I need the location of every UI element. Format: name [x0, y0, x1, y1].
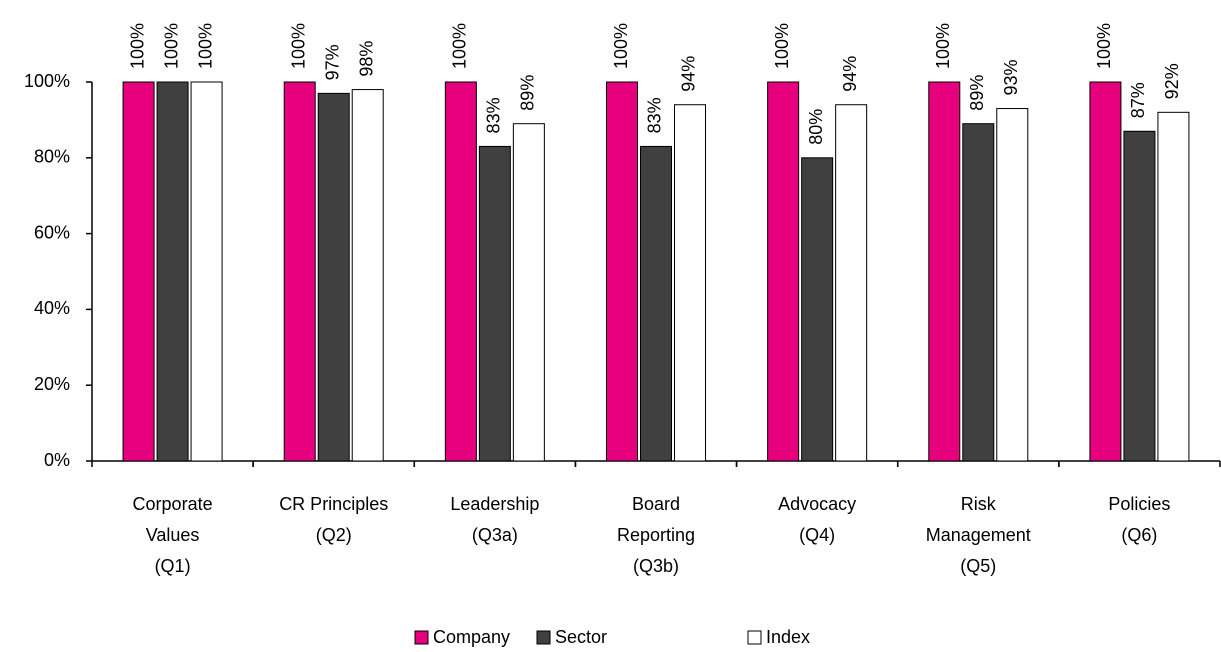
- legend-swatch: [536, 630, 551, 645]
- value-label: 100%: [1094, 23, 1114, 69]
- legend-label: Index: [766, 627, 810, 647]
- x-tick-label: Risk: [961, 494, 997, 514]
- bar: [1157, 111, 1190, 462]
- bar: [606, 81, 638, 462]
- value-label: 100%: [933, 23, 953, 69]
- y-tick-label: 0%: [44, 450, 70, 470]
- bar: [478, 145, 511, 462]
- value-label: 98%: [356, 41, 376, 77]
- bar: [674, 104, 706, 462]
- value-label: 100%: [450, 23, 470, 69]
- bar: [801, 157, 834, 462]
- x-tick-label: Advocacy: [778, 494, 856, 514]
- value-label: 100%: [161, 23, 181, 69]
- value-label: 94%: [840, 56, 860, 92]
- x-tick-label: (Q6): [1121, 525, 1157, 545]
- value-label: 100%: [195, 23, 215, 69]
- value-label: 89%: [967, 75, 987, 111]
- value-label: 87%: [1128, 82, 1148, 118]
- x-tick-label: (Q1): [155, 556, 191, 576]
- x-tick-label: CR Principles: [279, 494, 388, 514]
- x-tick-label: Leadership: [450, 494, 539, 514]
- bar: [444, 81, 477, 462]
- value-label: 92%: [1162, 63, 1182, 99]
- y-tick-label: 40%: [34, 298, 70, 318]
- bar: [928, 81, 961, 462]
- x-tick-label: (Q3b): [633, 556, 679, 576]
- value-label: 89%: [518, 75, 538, 111]
- legend-label: Company: [433, 627, 510, 647]
- x-tick-label: Board: [632, 494, 680, 514]
- x-tick-label: (Q2): [316, 525, 352, 545]
- value-label: 100%: [772, 23, 792, 69]
- x-tick-label: Corporate: [133, 494, 213, 514]
- bar: [1089, 81, 1122, 462]
- y-tick-label: 100%: [24, 71, 70, 91]
- x-tick-label: (Q5): [960, 556, 996, 576]
- y-tick-label: 20%: [34, 374, 70, 394]
- x-tick-label: Management: [926, 525, 1031, 545]
- x-tick-label: Policies: [1108, 494, 1170, 514]
- bar: [317, 92, 350, 462]
- legend-label: Sector: [555, 627, 607, 647]
- x-tick-label: Values: [146, 525, 200, 545]
- x-tick-label: (Q4): [799, 525, 835, 545]
- x-tick-label: Reporting: [617, 525, 695, 545]
- value-label: 100%: [288, 23, 308, 69]
- value-label: 94%: [679, 56, 699, 92]
- value-label: 100%: [127, 23, 147, 69]
- bar: [962, 123, 995, 462]
- value-label: 100%: [611, 23, 631, 69]
- bar: [512, 123, 545, 462]
- value-label: 83%: [645, 97, 665, 133]
- bar: [190, 81, 223, 462]
- y-tick-label: 80%: [34, 147, 70, 167]
- bar: [996, 108, 1029, 462]
- value-label: 83%: [484, 97, 504, 133]
- y-tick-label: 60%: [34, 222, 70, 242]
- value-label: 93%: [1001, 59, 1021, 95]
- bar: [767, 81, 800, 462]
- value-label: 97%: [322, 44, 342, 80]
- bar: [122, 81, 155, 462]
- bar: [835, 104, 868, 462]
- bar: [351, 89, 384, 462]
- bar: [156, 81, 189, 462]
- value-label: 80%: [806, 109, 826, 145]
- x-tick-label: (Q3a): [472, 525, 518, 545]
- bar: [640, 145, 672, 462]
- bar: [283, 81, 316, 462]
- bar: [1123, 130, 1156, 462]
- legend-swatch: [747, 630, 762, 645]
- legend-swatch: [414, 630, 429, 645]
